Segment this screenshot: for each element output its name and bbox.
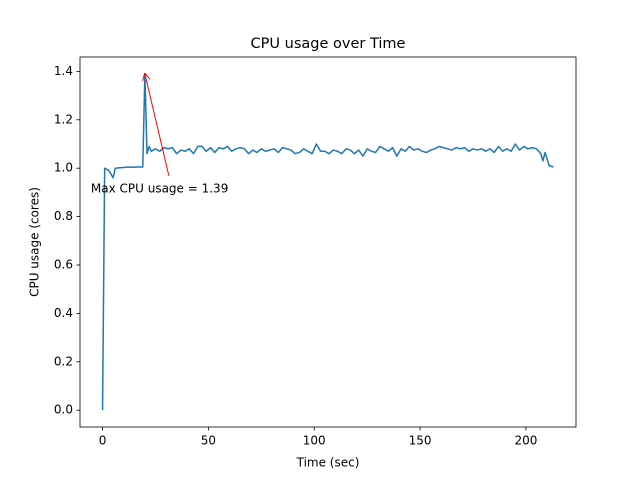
- y-tick-label: 0.8: [54, 209, 73, 223]
- annotation-arrow: [145, 74, 170, 176]
- x-axis-label: Time (sec): [296, 456, 360, 470]
- y-tick-label: 1.4: [54, 64, 73, 78]
- x-tick-label: 100: [303, 434, 326, 448]
- plot-frame: [79, 56, 577, 428]
- y-tick-label: 0.6: [54, 257, 73, 271]
- y-tick-label: 0.0: [54, 403, 73, 417]
- y-tick-label: 1.2: [54, 112, 73, 126]
- x-tick-label: 0: [99, 434, 107, 448]
- y-tick-label: 0.2: [54, 354, 73, 368]
- x-tick-label: 150: [409, 434, 432, 448]
- chart-title: CPU usage over Time: [251, 36, 406, 52]
- y-tick-label: 1.0: [54, 161, 73, 175]
- x-tick-label: 200: [514, 434, 537, 448]
- x-tick-label: 50: [201, 434, 216, 448]
- y-tick-label: 0.4: [54, 306, 73, 320]
- annotation-text: Max CPU usage = 1.39: [91, 181, 228, 195]
- y-axis-label: CPU usage (cores): [28, 187, 42, 297]
- line-series: [101, 73, 554, 411]
